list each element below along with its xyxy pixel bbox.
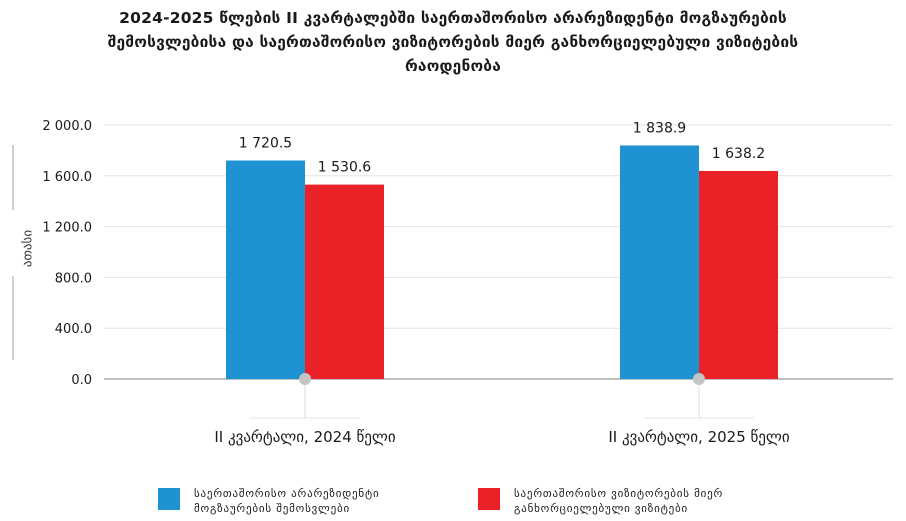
y-tick-label: 800.0 (55, 271, 92, 286)
y-tick-label: 400.0 (55, 322, 92, 337)
legend-item-2: საერთაშორისო ვიზიტორების მიერ განხორციელ… (478, 486, 723, 516)
y-axis-decoration-top (12, 145, 14, 210)
data-label: 1 638.2 (712, 146, 765, 162)
bar (699, 170, 778, 379)
legend-swatch-1 (158, 488, 180, 510)
y-tick-label: 1 200.0 (42, 221, 92, 236)
y-axis-decoration-bottom (12, 276, 14, 360)
legend-label-1-line-2: მოგზაურების შემოსვლები (194, 502, 350, 515)
legend-label-2-line-2: განხორციელებული ვიზიტები (514, 502, 688, 515)
chart-title-line-3: რაოდენობა (404, 57, 502, 75)
legend-swatch-2 (478, 488, 500, 510)
y-tick-label: 1 600.0 (42, 170, 92, 185)
bar-chart: 0.0 400.0 800.0 1 200.0 1 600.0 2 000.0 1 720.… (42, 119, 893, 446)
data-label: 1 838.9 (633, 120, 686, 136)
chart-title-line-1: 2024-2025 წლების II კვარტალებში საერთაშო… (119, 9, 787, 27)
chart-title: 2024-2025 წლების II კვარტალებში საერთაშო… (20, 6, 886, 78)
x-tick-label: II კვარტალი, 2024 წელი (214, 428, 396, 446)
category-marker (299, 373, 311, 385)
category-marker (693, 373, 705, 385)
y-tick-label: 0.0 (71, 373, 92, 388)
chart-title-line-2: შემოსვლებისა და საერთაშორისო ვიზიტორების… (107, 33, 799, 51)
data-label: 1 720.5 (239, 135, 292, 151)
y-tick-label: 2 000.0 (42, 119, 92, 134)
bar (305, 184, 384, 379)
data-label: 1 530.6 (318, 160, 372, 176)
legend-item-1: საერთაშორისო არარეზიდენტი მოგზაურების შე… (158, 486, 379, 516)
legend-label-2-line-1: საერთაშორისო ვიზიტორების მიერ (514, 487, 724, 500)
bar (226, 160, 305, 379)
bar (620, 145, 699, 379)
x-tick-label: II კვარტალი, 2025 წელი (608, 428, 790, 446)
legend-label-1-line-1: საერთაშორისო არარეზიდენტი (194, 487, 380, 500)
